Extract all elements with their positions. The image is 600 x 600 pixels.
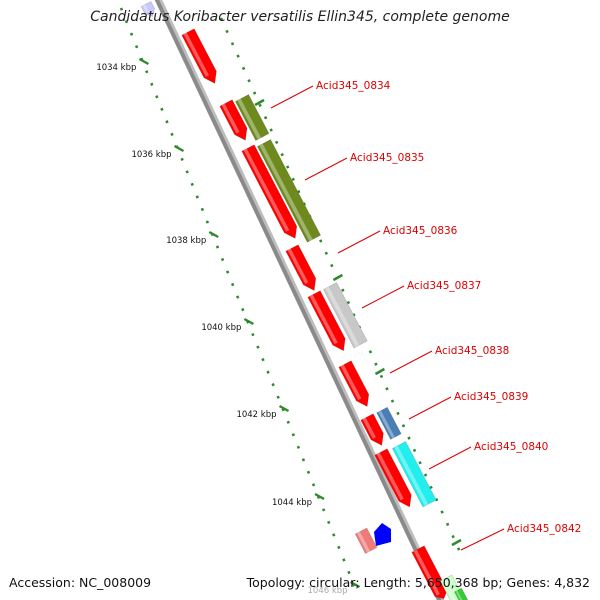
cds-arrow-shade <box>243 148 290 232</box>
gene-bar-green <box>453 587 469 600</box>
gene-label-leader <box>337 230 381 254</box>
cds-arrow <box>411 545 448 600</box>
gene-label: Acid345_0837 <box>407 280 481 292</box>
gene-fragment-lightblue <box>140 0 156 17</box>
cds-arrow-shade <box>362 417 376 439</box>
kbp-major-tick <box>314 492 325 501</box>
cds-arrow <box>219 99 248 141</box>
outer-major-tick <box>451 538 462 547</box>
gene-bar-olive <box>256 138 322 243</box>
gene-bar-olive-shade <box>259 143 313 242</box>
gene-label: Acid345_0834 <box>316 80 391 92</box>
kbp-tick-label: 1040 kbp <box>201 323 241 333</box>
gene-label: Acid345_0842 <box>507 523 581 535</box>
map-title: Candidatus Koribacter versatilis Ellin34… <box>90 9 510 25</box>
gene-label: Acid345_0840 <box>474 441 548 453</box>
cds-arrow-shade <box>413 549 440 596</box>
cds-arrow-shade <box>221 103 240 134</box>
outer-major-tick <box>332 273 343 282</box>
gene-bar-pink <box>354 527 378 555</box>
gene-label-leader <box>460 528 505 551</box>
accession-text: Accession: NC_008009 <box>9 575 152 590</box>
cds-arrow-shade <box>287 248 309 284</box>
gene-label: Acid345_0839 <box>454 391 528 403</box>
gene-label-leader <box>428 446 472 470</box>
topology-text: Topology: circular; Length: 5,650,368 bp… <box>246 575 590 590</box>
cds-arrow <box>338 360 370 408</box>
kbp-tick-label: 1036 kbp <box>131 150 171 160</box>
gene-bar-gray-shade <box>325 286 360 347</box>
cds-arrow <box>374 448 412 508</box>
gene-bar-cyan <box>391 440 437 508</box>
gene-bar-lightgreen-shade <box>441 578 457 600</box>
cds-arrow <box>307 290 346 352</box>
kbp-tick-label: 1046 kbp <box>308 586 348 596</box>
gene-bar-steelblue-shade <box>378 410 395 439</box>
cds-arrow <box>241 144 298 240</box>
gene-bar-cyan-shade <box>394 445 429 506</box>
gene-bar-gray <box>322 281 368 349</box>
cds-arrow <box>360 413 384 447</box>
gene-label: Acid345_0836 <box>383 225 458 237</box>
gene-bar-olive <box>234 93 270 142</box>
kbp-major-tick <box>173 144 185 153</box>
gene-fragment-lightblue-shade <box>142 4 149 13</box>
kbp-major-tick <box>208 230 219 239</box>
outer-dotted-track <box>219 17 462 553</box>
gene-label-leader <box>408 396 452 420</box>
cds-arrow-shade <box>183 32 209 77</box>
cds-arrow-shade <box>376 452 404 501</box>
kbp-major-tick <box>278 404 290 413</box>
gene-label: Acid345_0835 <box>350 152 424 164</box>
cds-arrow <box>181 28 217 85</box>
gene-bar-pink-shade <box>356 531 371 553</box>
gene-bar-olive-shade <box>237 98 262 140</box>
gene-label-leader <box>389 350 433 374</box>
kbp-major-tick <box>243 317 254 326</box>
cds-arrow-shade <box>309 294 338 345</box>
gene-label: Acid345_0838 <box>435 345 509 357</box>
kbp-tick-label: 1044 kbp <box>272 498 312 508</box>
kbp-tick-label: 1038 kbp <box>166 236 206 246</box>
kbp-major-tick <box>138 57 149 66</box>
outer-major-tick <box>254 98 265 107</box>
kbp-major-tick <box>349 580 361 589</box>
kbp-tick-label: 1042 kbp <box>236 410 276 420</box>
gene-label-leader <box>304 157 348 181</box>
kbp-tick-label: 1034 kbp <box>96 63 136 73</box>
cds-arrow-shade <box>340 364 362 400</box>
gene-label-leader <box>361 285 405 309</box>
gene-label-leader <box>270 85 314 109</box>
gene-bar-steelblue <box>376 406 402 440</box>
cds-arrow <box>285 244 317 292</box>
outer-major-tick <box>374 367 386 376</box>
gene-shape-blue <box>374 523 391 546</box>
backbone-line <box>154 0 442 600</box>
gene-bar-green-shade <box>455 590 463 600</box>
